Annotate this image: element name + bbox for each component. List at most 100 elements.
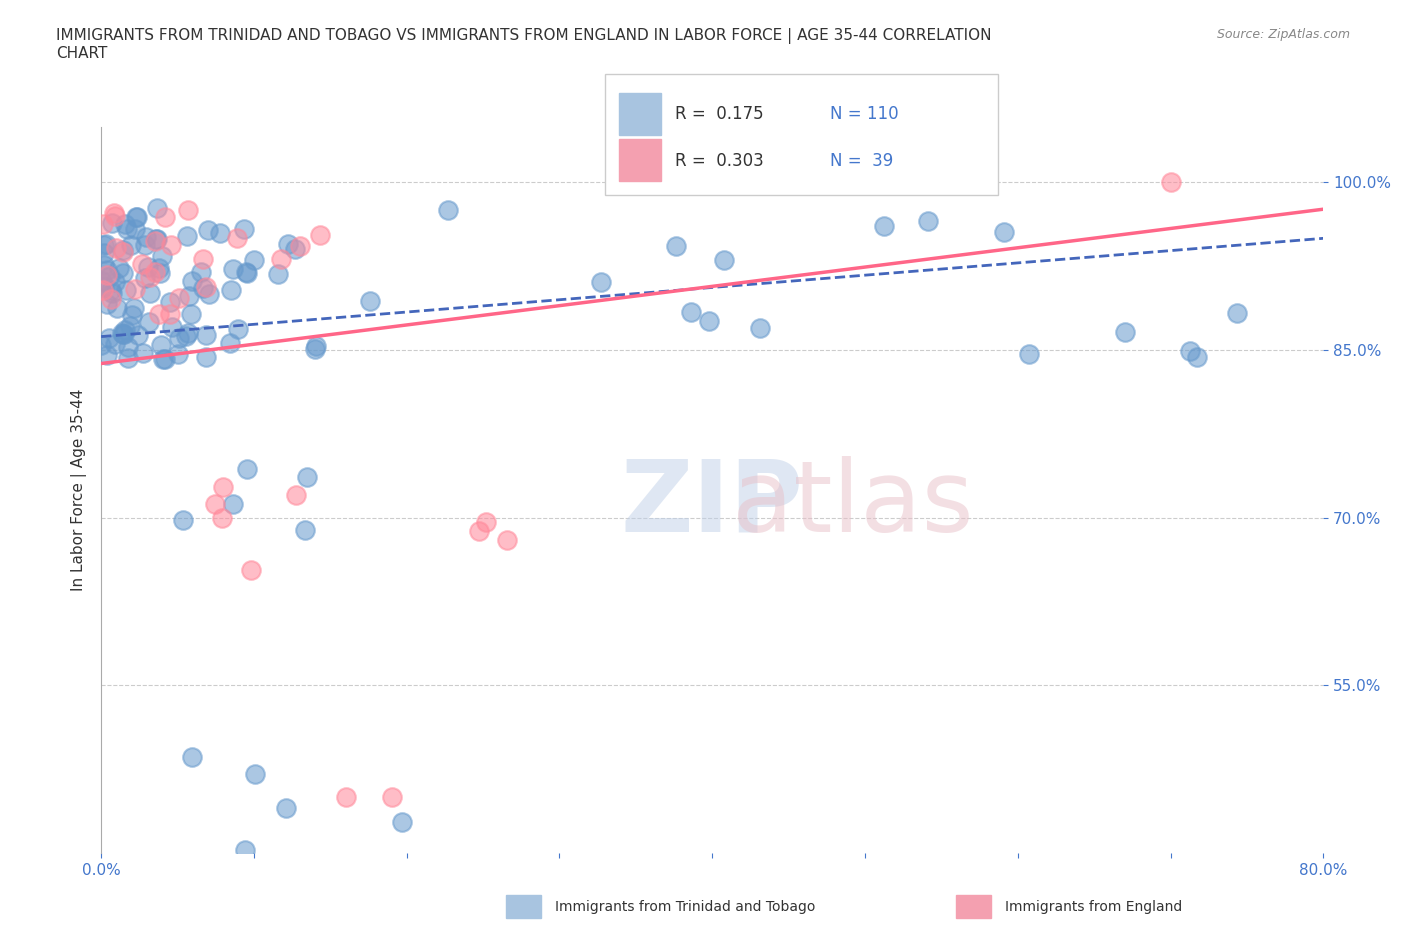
tt (93, 258, 115, 272)
en (143, 265, 166, 280)
tt (243, 253, 266, 268)
tt (150, 338, 173, 352)
tt (90, 338, 112, 352)
tt (180, 307, 202, 322)
Text: atlas: atlas (733, 456, 973, 552)
Text: IMMIGRANTS FROM TRINIDAD AND TOBAGO VS IMMIGRANTS FROM ENGLAND IN LABOR FORCE | : IMMIGRANTS FROM TRINIDAD AND TOBAGO VS I… (56, 28, 991, 61)
tt (134, 271, 156, 286)
tt (873, 219, 896, 233)
tt (152, 352, 174, 366)
tt (1114, 325, 1136, 339)
en (225, 231, 247, 246)
tt (1178, 343, 1201, 358)
tt (145, 232, 167, 246)
tt (176, 229, 198, 244)
tt (146, 201, 169, 216)
tt (697, 313, 720, 328)
en (111, 245, 134, 259)
tt (155, 352, 177, 366)
en (159, 307, 181, 322)
tt (104, 337, 127, 352)
tt (100, 283, 122, 298)
tt (121, 308, 143, 323)
en (212, 479, 235, 494)
tt (304, 342, 326, 357)
tt (111, 243, 134, 258)
tt (174, 329, 197, 344)
tt (294, 523, 316, 538)
tt (125, 209, 148, 224)
Text: ZIP: ZIP (621, 456, 804, 552)
en (148, 306, 170, 321)
tt (117, 351, 139, 365)
en (240, 562, 263, 577)
tt (1018, 346, 1040, 361)
tt (181, 273, 204, 288)
tt (235, 264, 257, 279)
tt (166, 346, 188, 361)
tt (124, 221, 146, 236)
en (100, 291, 122, 306)
tt (233, 843, 256, 857)
en (204, 497, 226, 512)
tt (96, 297, 118, 312)
Text: N =  39: N = 39 (830, 152, 893, 170)
en (96, 268, 118, 283)
en (194, 280, 217, 295)
en (167, 290, 190, 305)
tt (236, 266, 259, 281)
en (191, 252, 214, 267)
tt (152, 248, 174, 263)
en (177, 203, 200, 218)
tt (359, 294, 381, 309)
tt (115, 221, 138, 236)
tt (122, 301, 145, 316)
tt (679, 304, 702, 319)
tt (179, 288, 201, 303)
tt (159, 294, 181, 309)
tt (232, 221, 254, 236)
en (1388, 164, 1406, 179)
tt (112, 326, 135, 341)
tt (104, 274, 127, 289)
Text: Source: ZipAtlas.com: Source: ZipAtlas.com (1216, 28, 1350, 41)
en (468, 524, 491, 538)
tt (277, 236, 299, 251)
en (143, 233, 166, 248)
tt (160, 320, 183, 335)
tt (208, 226, 231, 241)
tt (391, 815, 413, 830)
tt (149, 265, 172, 280)
tt (134, 237, 156, 252)
tt (197, 222, 219, 237)
Y-axis label: In Labor Force | Age 35-44: In Labor Force | Age 35-44 (72, 389, 87, 591)
tt (1185, 350, 1208, 365)
tt (114, 323, 136, 338)
en (91, 283, 114, 298)
tt (125, 209, 148, 224)
tt (218, 336, 240, 351)
tt (181, 750, 204, 764)
tt (591, 274, 613, 289)
tt (993, 224, 1015, 239)
en (131, 257, 153, 272)
tt (96, 348, 118, 363)
tt (194, 328, 217, 343)
en (104, 241, 127, 256)
tt (148, 260, 170, 275)
tt (112, 326, 135, 341)
tt (135, 230, 157, 245)
tt (177, 326, 200, 340)
tt (172, 512, 194, 527)
tt (127, 327, 149, 342)
tt (100, 269, 122, 284)
tt (222, 497, 245, 512)
en (1160, 175, 1182, 190)
tt (97, 331, 120, 346)
tt (190, 264, 212, 279)
tt (713, 253, 735, 268)
tt (236, 461, 259, 476)
en (211, 511, 233, 525)
tt (437, 203, 460, 218)
en (381, 790, 404, 804)
